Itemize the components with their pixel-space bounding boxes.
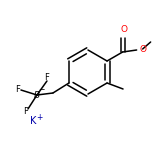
- Text: F: F: [16, 85, 20, 95]
- Text: F: F: [45, 74, 49, 83]
- Text: −: −: [38, 85, 44, 95]
- Text: O: O: [120, 26, 127, 35]
- Text: +: +: [36, 112, 42, 121]
- Text: F: F: [24, 107, 28, 116]
- Text: B: B: [34, 90, 40, 100]
- Text: K: K: [30, 116, 36, 126]
- Text: O: O: [140, 45, 147, 54]
